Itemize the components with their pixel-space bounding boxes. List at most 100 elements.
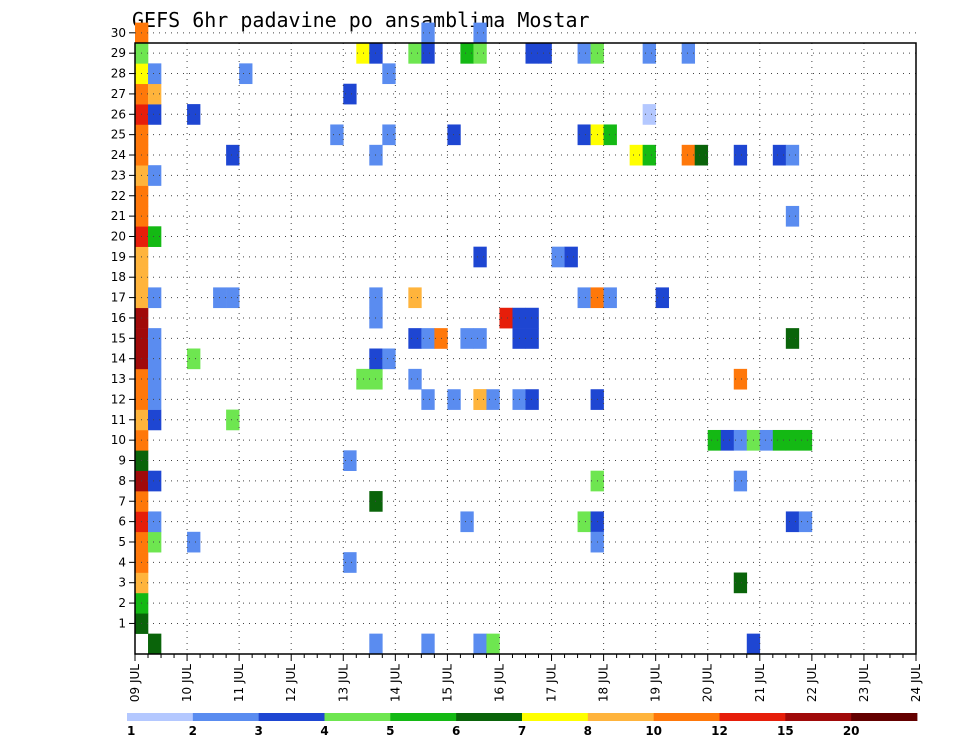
heatmap-cell: [525, 307, 539, 329]
colorbar-swatch: [258, 713, 325, 721]
colorbar-swatch: [719, 713, 786, 721]
heatmap-cell: [369, 633, 383, 655]
x-tick-label: 14 JUL: [388, 664, 402, 702]
heatmap-cell: [356, 368, 370, 390]
heatmap-cell: [473, 246, 487, 268]
colorbar-label: 10: [645, 724, 662, 738]
colorbar-swatch: [324, 713, 391, 721]
heatmap-cell: [772, 429, 787, 451]
x-tick-label: 17 JUL: [545, 664, 559, 702]
heatmap-cell: [473, 43, 487, 64]
heatmap-cell: [785, 511, 800, 533]
heatmap-cell: [655, 287, 669, 309]
heatmap-cell: [733, 368, 748, 390]
heatmap-cell: [798, 511, 813, 533]
heatmap-cell: [408, 287, 422, 309]
heatmap-cell: [447, 389, 461, 410]
x-axis-ticks: 09 JUL 10 JUL 11 JUL 12 JUL 13 JUL 14 JUL 15 J…: [128, 654, 923, 702]
heatmap-cell: [226, 287, 240, 309]
heatmap-cell: [421, 389, 435, 410]
x-tick-label: 24 JUL: [909, 664, 923, 702]
grid-lines: [135, 32, 916, 654]
y-tick-label: 11: [111, 413, 126, 427]
y-tick-label: 17: [111, 291, 126, 305]
heatmap-cell: [564, 246, 578, 268]
heatmap-cell: [460, 328, 474, 349]
heatmap-cell: [486, 389, 500, 410]
heatmap-cell: [421, 328, 435, 349]
heatmap-cell: [551, 246, 565, 268]
heatmap-cell: [148, 368, 162, 390]
y-tick-label: 18: [111, 270, 126, 284]
heatmap-cell: [629, 144, 643, 166]
heatmap-cell: [226, 144, 240, 166]
heatmap-cell: [785, 205, 800, 227]
x-tick-label: 10 JUL: [180, 664, 194, 702]
y-tick-label: 3: [118, 576, 126, 590]
y-tick-label: 23: [111, 168, 126, 182]
colorbar-label: 5: [386, 724, 394, 738]
heatmap-cell: [642, 104, 656, 125]
heatmap-cell: [538, 43, 552, 64]
y-tick-label: 16: [111, 311, 126, 325]
heatmap-cell: [187, 531, 201, 553]
y-tick-label: 20: [111, 229, 126, 243]
heatmap-cell: [733, 429, 748, 451]
colorbar-swatch: [456, 713, 523, 721]
heatmap-cell: [577, 43, 591, 64]
heatmap-cell: [707, 429, 722, 451]
y-tick-label: 27: [111, 87, 126, 101]
heatmap-cell: [642, 144, 656, 166]
x-tick-label: 21 JUL: [753, 664, 767, 702]
x-tick-label: 16 JUL: [492, 664, 506, 702]
heatmap-cell: [746, 633, 761, 655]
heatmap-cell: [343, 450, 357, 471]
colorbar-label: 7: [518, 724, 526, 738]
colorbar-swatch: [851, 713, 918, 721]
y-tick-label: 13: [111, 372, 126, 386]
x-tick-label: 13 JUL: [336, 664, 350, 702]
heatmap-cell: [772, 144, 787, 166]
heatmap-cell: [577, 124, 591, 146]
heatmap-cell: [733, 144, 748, 166]
heatmap-cell: [733, 470, 748, 492]
y-tick-label: 29: [111, 46, 126, 60]
heatmap-cell: [148, 165, 162, 186]
heatmap-cell: [785, 144, 800, 166]
heatmap-cell: [148, 348, 162, 370]
heatmap-cell: [460, 511, 474, 533]
heatmap-cell: [148, 328, 162, 349]
colorbar-swatch: [785, 713, 852, 721]
y-tick-label: 15: [111, 331, 126, 345]
heatmap-cell: [785, 328, 800, 349]
y-tick-label: 5: [118, 535, 126, 549]
heatmap-cell: [148, 470, 162, 492]
heatmap-cell: [148, 83, 162, 105]
heatmap-cell: [148, 104, 162, 125]
y-tick-label: 22: [111, 189, 126, 203]
x-tick-label: 09 JUL: [128, 664, 142, 702]
x-tick-label: 11 JUL: [232, 664, 246, 702]
heatmap-cell: [681, 144, 696, 166]
y-tick-label: 7: [118, 494, 126, 508]
heatmap-cells: [135, 22, 813, 655]
x-tick-label: 18 JUL: [597, 664, 611, 702]
heatmap-cell: [785, 429, 800, 451]
y-tick-label: 1: [118, 616, 126, 630]
heatmap-cell: [408, 328, 422, 349]
y-tick-label: 9: [118, 454, 126, 468]
heatmap-cell: [226, 409, 240, 431]
heatmap-cell: [603, 124, 617, 146]
heatmap-cell: [382, 63, 396, 85]
heatmap-cell: [642, 43, 656, 64]
y-tick-label: 28: [111, 67, 126, 81]
heatmap-cell: [720, 429, 735, 451]
heatmap-cell: [356, 43, 370, 64]
y-tick-label: 25: [111, 128, 126, 142]
colorbar-swatch: [653, 713, 720, 721]
x-tick-label: 23 JUL: [857, 664, 871, 702]
colorbar-swatch: [390, 713, 457, 721]
heatmap-cell: [473, 328, 487, 349]
heatmap-cell: [343, 552, 357, 573]
heatmap-cell: [148, 389, 162, 410]
